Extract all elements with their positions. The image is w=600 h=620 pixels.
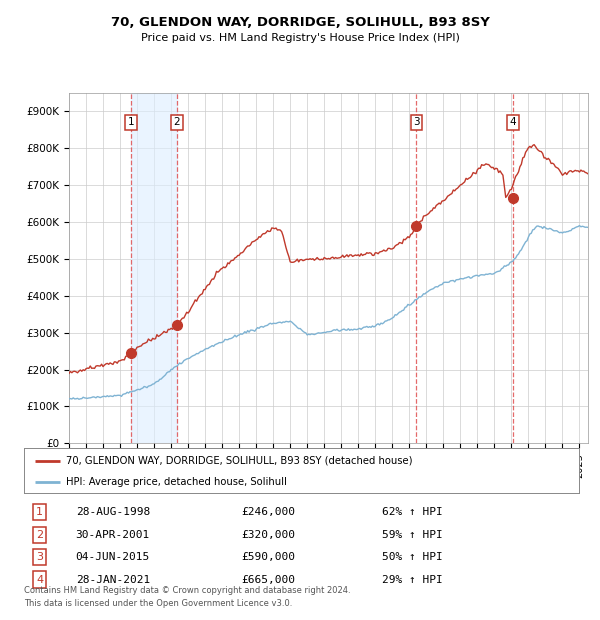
Text: £246,000: £246,000 [241, 507, 295, 517]
Text: Contains HM Land Registry data © Crown copyright and database right 2024.: Contains HM Land Registry data © Crown c… [24, 586, 350, 595]
Bar [131, 93, 177, 443]
Text: 29% ↑ HPI: 29% ↑ HPI [382, 575, 443, 585]
Text: £665,000: £665,000 [241, 575, 295, 585]
Text: 2: 2 [173, 118, 180, 128]
Text: 70, GLENDON WAY, DORRIDGE, SOLIHULL, B93 8SY: 70, GLENDON WAY, DORRIDGE, SOLIHULL, B93… [110, 16, 490, 29]
Text: 4: 4 [509, 118, 516, 128]
Text: 3: 3 [413, 118, 420, 128]
Text: £590,000: £590,000 [241, 552, 295, 562]
Text: Price paid vs. HM Land Registry's House Price Index (HPI): Price paid vs. HM Land Registry's House … [140, 33, 460, 43]
Text: 1: 1 [36, 507, 43, 517]
Text: 28-JAN-2021: 28-JAN-2021 [76, 575, 150, 585]
Text: £320,000: £320,000 [241, 529, 295, 539]
Text: 2: 2 [36, 529, 43, 539]
Text: 28-AUG-1998: 28-AUG-1998 [76, 507, 150, 517]
Text: This data is licensed under the Open Government Licence v3.0.: This data is licensed under the Open Gov… [24, 598, 292, 608]
Text: 70, GLENDON WAY, DORRIDGE, SOLIHULL, B93 8SY (detached house): 70, GLENDON WAY, DORRIDGE, SOLIHULL, B93… [65, 456, 412, 466]
Text: 3: 3 [36, 552, 43, 562]
Text: 62% ↑ HPI: 62% ↑ HPI [382, 507, 443, 517]
Text: 59% ↑ HPI: 59% ↑ HPI [382, 529, 443, 539]
Text: 1: 1 [128, 118, 134, 128]
Text: HPI: Average price, detached house, Solihull: HPI: Average price, detached house, Soli… [65, 477, 287, 487]
Text: 30-APR-2001: 30-APR-2001 [76, 529, 150, 539]
Text: 4: 4 [36, 575, 43, 585]
Text: 50% ↑ HPI: 50% ↑ HPI [382, 552, 443, 562]
Text: 04-JUN-2015: 04-JUN-2015 [76, 552, 150, 562]
